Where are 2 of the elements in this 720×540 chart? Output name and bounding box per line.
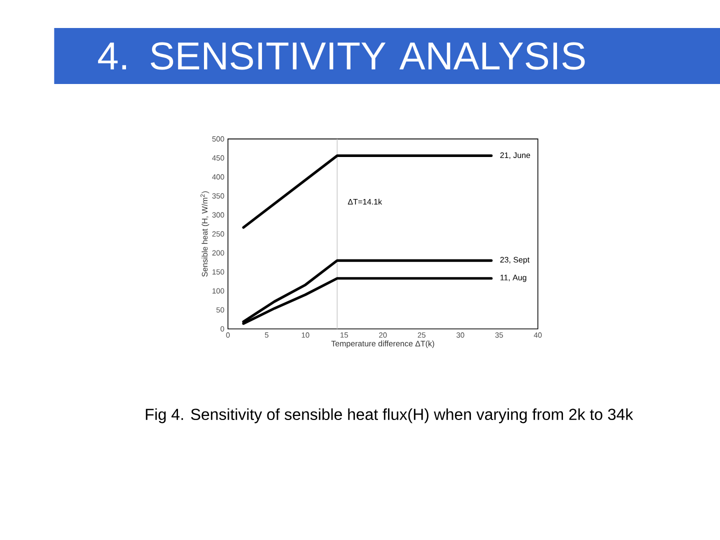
caption: Fig 4. Sensitivity of sensible heat flux(H) when varying from 2k to 34k: [146, 408, 634, 424]
chart-title: 4. SENSITIVITY ANALYSIS: [98, 42, 585, 70]
